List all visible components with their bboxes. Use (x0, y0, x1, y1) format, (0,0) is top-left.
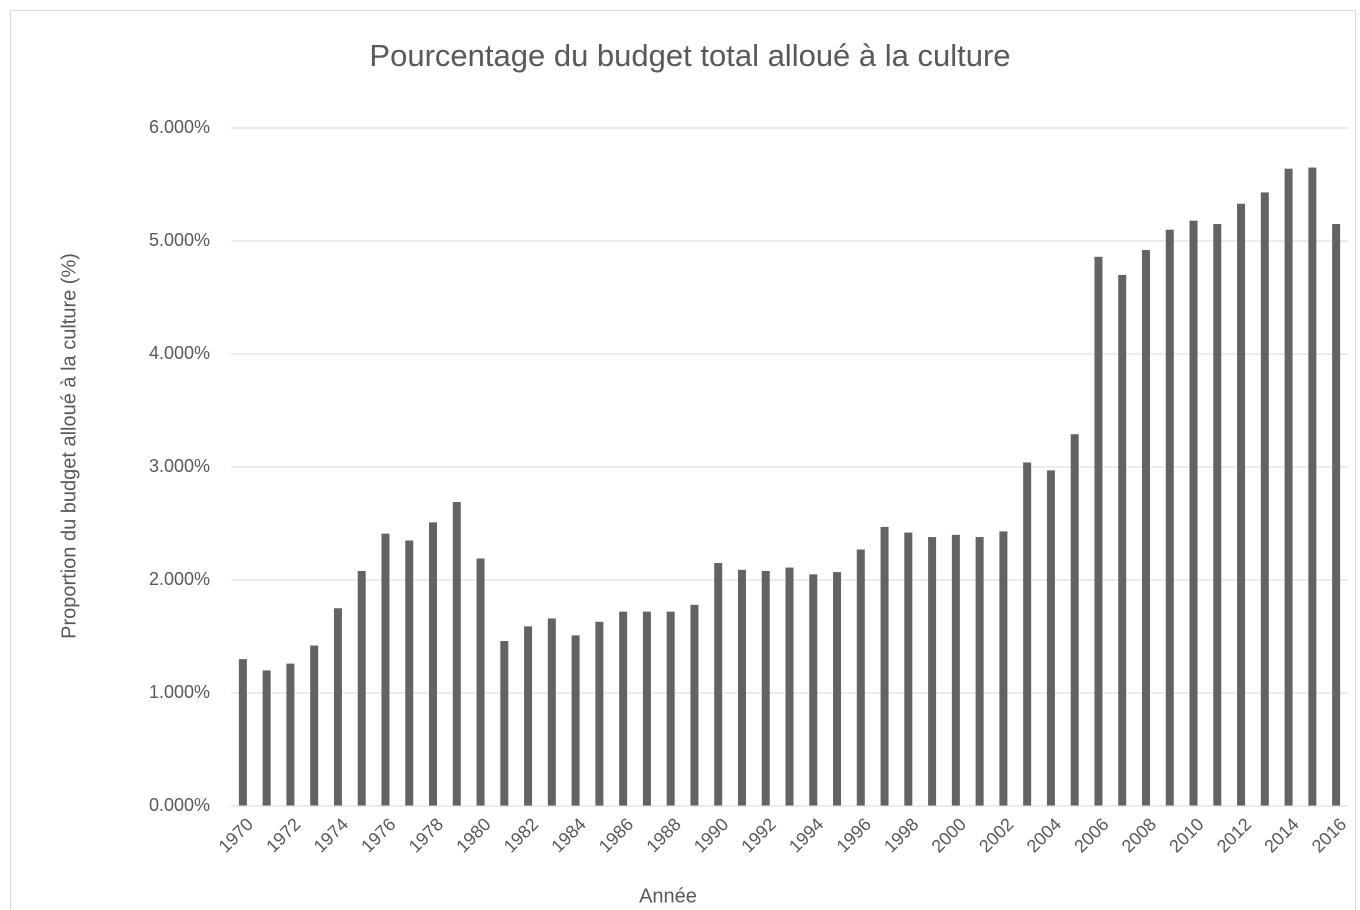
x-tick-label: 2006 (1070, 814, 1112, 856)
y-tick-label: 6.000% (149, 117, 210, 137)
bar (999, 531, 1008, 806)
bar (904, 532, 913, 806)
x-tick-label: 1982 (500, 814, 542, 856)
chart-border (10, 10, 1356, 910)
x-tick-label: 1988 (642, 814, 684, 856)
bar (262, 670, 271, 806)
bar (571, 635, 580, 806)
bar (951, 534, 960, 806)
bar (1118, 274, 1127, 806)
y-tick-label: 4.000% (149, 343, 210, 363)
bar (928, 537, 937, 806)
bar (1094, 256, 1103, 806)
chart-title: Pourcentage du budget total alloué à la … (369, 38, 1010, 73)
bar (1237, 203, 1246, 806)
bar (714, 563, 723, 806)
bar (1189, 220, 1198, 806)
x-tick-label: 2012 (1213, 814, 1255, 856)
bar (500, 641, 509, 806)
bar (1046, 470, 1055, 806)
bar (1023, 462, 1032, 806)
x-tick-label: 1994 (785, 814, 827, 856)
x-tick-label: 2002 (975, 814, 1017, 856)
bar (737, 569, 746, 806)
bar (357, 570, 366, 806)
bar (333, 608, 342, 806)
bar (1165, 229, 1174, 806)
x-tick-label: 2014 (1260, 814, 1302, 856)
bar (809, 574, 818, 806)
bar (429, 522, 438, 806)
x-tick-label: 1986 (595, 814, 637, 856)
bar (310, 645, 319, 806)
bar (1213, 224, 1222, 807)
bar (1332, 224, 1341, 807)
bar (476, 558, 485, 806)
bar (975, 537, 984, 806)
bar (547, 618, 556, 806)
x-tick-label: 1992 (737, 814, 779, 856)
x-axis-title: Année (639, 885, 697, 907)
x-tick-label: 1996 (833, 814, 875, 856)
bar (619, 611, 628, 806)
bar (452, 502, 461, 806)
bar (405, 540, 414, 806)
bar (1260, 192, 1269, 806)
x-tick-label: 1976 (357, 814, 399, 856)
bar (595, 621, 604, 806)
y-tick-label: 0.000% (149, 795, 210, 815)
y-tick-label: 5.000% (149, 230, 210, 250)
bar (833, 572, 842, 806)
bar (690, 604, 699, 806)
bar (880, 526, 889, 806)
bar (1284, 168, 1293, 806)
x-tick-label: 1980 (452, 814, 494, 856)
bar (1141, 250, 1150, 807)
bar (381, 533, 390, 806)
x-tick-label: 1998 (880, 814, 922, 856)
x-tick-label: 2016 (1308, 814, 1350, 856)
bar (785, 567, 794, 806)
x-tick-label: 2008 (1118, 814, 1160, 856)
x-tick-label: 2010 (1165, 814, 1207, 856)
y-tick-label: 1.000% (149, 682, 210, 702)
bar (1308, 167, 1317, 807)
bar (524, 626, 533, 806)
bar (642, 611, 651, 806)
y-axis-title: Proportion du budget alloué à la culture… (58, 253, 80, 639)
x-tick-label: 2004 (1023, 814, 1065, 856)
bar (761, 570, 770, 806)
x-tick-label: 1984 (547, 814, 589, 856)
bar (286, 663, 295, 806)
bar (666, 611, 675, 806)
x-tick-label: 1978 (405, 814, 447, 856)
x-tick-label: 1970 (215, 814, 257, 856)
y-tick-label: 3.000% (149, 456, 210, 476)
bar (238, 659, 247, 806)
bar (856, 549, 865, 806)
x-tick-label: 1974 (310, 814, 352, 856)
bar (1070, 434, 1079, 806)
x-tick-label: 1990 (690, 814, 732, 856)
x-tick-label: 1972 (262, 814, 304, 856)
x-tick-label: 2000 (928, 814, 970, 856)
y-tick-label: 2.000% (149, 569, 210, 589)
